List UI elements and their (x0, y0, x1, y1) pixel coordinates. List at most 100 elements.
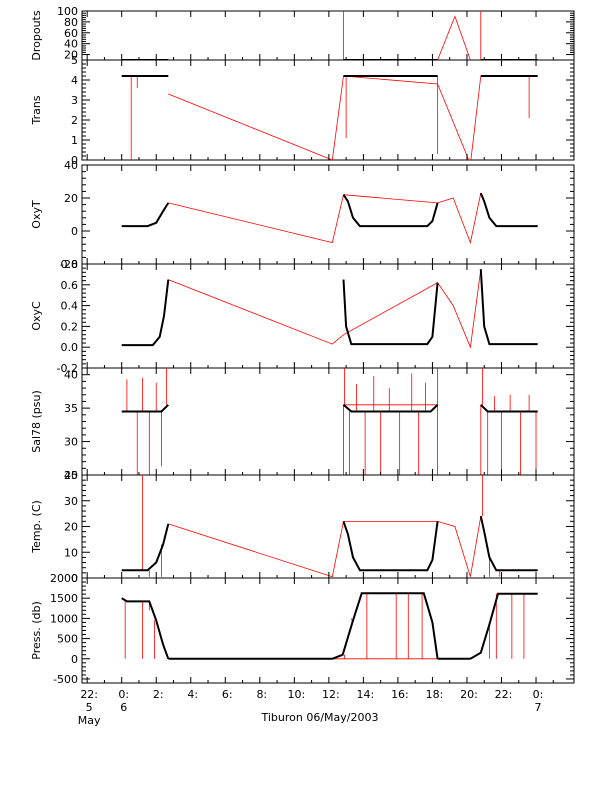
y-tick-label: 0 (71, 154, 78, 167)
good-series-line (479, 269, 538, 346)
y-tick-label: 3 (71, 94, 78, 107)
y-tick-label: 40 (64, 159, 78, 172)
good-series-line (121, 404, 169, 413)
y-tick-label: 40 (64, 469, 78, 482)
y-tick-label: 40 (64, 369, 78, 382)
y-tick-label: -20 (60, 258, 78, 271)
y-axis-title: Press. (db) (30, 601, 43, 660)
x-tick-label: 0: (118, 688, 129, 701)
x-tick-label: 20: (460, 688, 478, 701)
flagged-series-line (343, 404, 482, 475)
y-tick-label: 0.4 (61, 300, 79, 313)
x-tick-label: 8: (256, 688, 267, 701)
panel-frame (81, 59, 575, 161)
y-tick-label: 0.6 (61, 279, 79, 292)
x-tick-label: 14: (357, 688, 375, 701)
x-tick-label: May (78, 714, 101, 727)
y-tick-label: 1000 (50, 612, 78, 625)
y-tick-label: 0 (71, 225, 78, 238)
good-series-line (480, 404, 538, 413)
y-tick-label: 80 (64, 16, 78, 29)
panel-sal: 40 35 30 25 Sal78 (psu) (30, 367, 575, 482)
y-tick-label: 25 (64, 469, 78, 482)
good-series-line (121, 523, 170, 572)
panel-data (121, 11, 538, 60)
y-tick-label: 0.8 (61, 258, 79, 271)
good-series-line (121, 597, 170, 660)
panel-press: 2000 1500 1000 500 0 -500 Press. (db) (30, 572, 575, 686)
panel-oxyc: 0.8 0.6 0.4 0.2 0.0 -0.2 OxyC (30, 258, 575, 375)
y-tick-label: 4 (71, 74, 78, 87)
y-tick-label: 30 (64, 436, 78, 449)
panel-data (121, 75, 538, 160)
y-tick-label: 20 (64, 521, 78, 534)
x-tick-label: 0: (533, 688, 544, 701)
panel-frame (81, 263, 575, 369)
panel-temp: 40 30 20 10 0 Temp. (C) (30, 469, 575, 585)
x-tick-label: 5 (86, 701, 93, 714)
flagged-series-line (121, 15, 538, 60)
panel-frame (81, 164, 575, 265)
panel-data (121, 192, 538, 245)
y-tick-label: 500 (57, 633, 78, 646)
good-series-line (342, 521, 439, 572)
y-axis-title: Sal78 (psu) (30, 390, 43, 453)
y-tick-label: 100 (57, 5, 78, 18)
panel-oxyt: 40 20 0 -20 OxyT (30, 159, 575, 271)
panel-frame (81, 367, 575, 476)
panel-data (121, 592, 538, 660)
y-tick-label: 5 (71, 54, 78, 67)
panel-trans: 5 4 3 2 1 0 Trans (30, 54, 575, 167)
y-tick-label: 10 (64, 546, 78, 559)
panel-data (121, 475, 538, 578)
good-series-line (342, 279, 439, 346)
x-tick-label: 6: (222, 688, 233, 701)
x-tick-label: 6 (120, 701, 127, 714)
y-axis-title: Trans (30, 95, 43, 125)
y-tick-label: 1 (71, 134, 78, 147)
x-tick-label: 22: (80, 688, 98, 701)
x-axis-title: Tiburon 06/May/2003 (260, 711, 378, 724)
x-tick-label: 22: (495, 688, 513, 701)
x-tick-label: 10: (287, 688, 305, 701)
good-series-line (342, 404, 439, 413)
y-axis-title: OxyT (30, 200, 43, 229)
good-series-line (469, 592, 538, 660)
x-tick-label: 4: (187, 688, 198, 701)
x-tick-label: 7 (535, 701, 542, 714)
y-tick-label: 1500 (50, 592, 78, 605)
panel-data (121, 368, 538, 475)
y-tick-label: 20 (64, 49, 78, 62)
good-series-line (479, 515, 538, 572)
good-series-line (342, 194, 439, 228)
y-axis-title: OxyC (30, 301, 43, 331)
good-series-line (121, 202, 170, 228)
flagged-series-line (168, 75, 482, 160)
x-tick-label: 12: (322, 688, 340, 701)
y-tick-label: 30 (64, 495, 78, 508)
y-tick-label: 60 (64, 27, 78, 40)
flagged-series-line (168, 269, 482, 349)
y-axis-title: Dropouts (30, 10, 43, 60)
good-series-line (121, 279, 170, 347)
x-tick-label: 16: (391, 688, 409, 701)
y-tick-label: 2 (71, 114, 78, 127)
panel-frame (81, 10, 575, 61)
y-tick-label: -0.2 (57, 362, 78, 375)
y-tick-label: 0.2 (61, 320, 79, 333)
panel-data (121, 269, 538, 349)
y-tick-label: -500 (53, 673, 78, 686)
y-tick-label: 20 (64, 192, 78, 205)
x-tick-label: 18: (426, 688, 444, 701)
y-tick-label: 40 (64, 38, 78, 51)
y-tick-label: 0.0 (61, 341, 79, 354)
y-tick-label: 0 (71, 653, 78, 666)
good-series-line (331, 592, 439, 660)
y-tick-label: 2000 (50, 572, 78, 585)
y-tick-label: 35 (64, 402, 78, 415)
y-tick-label: 0 (71, 572, 78, 585)
